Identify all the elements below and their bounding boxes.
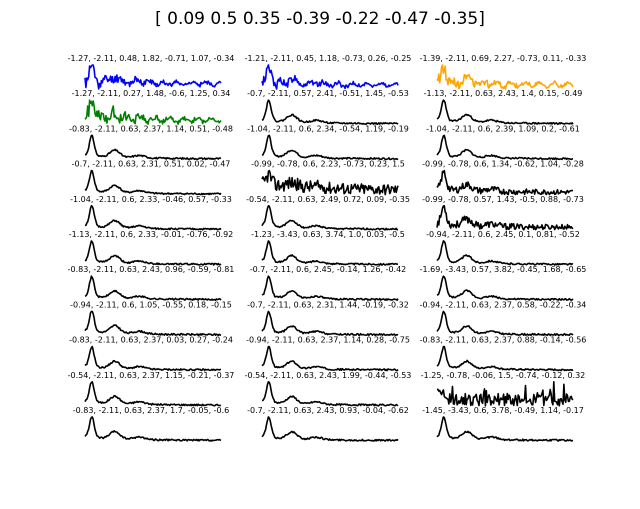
series-line	[436, 99, 574, 125]
series-line	[84, 240, 222, 266]
panel-title: -0.83, -2.11, 0.63, 2.37, 0.88, -0.14, -…	[420, 336, 587, 345]
panel-grid: -1.27, -2.11, 0.48, 1.82, -0.71, 1.07, -…	[68, 54, 587, 442]
panel-title: -0.7, -2.11, 0.63, 2.31, 0.51, 0.02, -0.…	[72, 160, 231, 169]
panel-title: -1.13, -2.11, 0.63, 2.43, 1.4, 0.15, -0.…	[424, 89, 583, 98]
series-line	[436, 240, 574, 266]
series-line	[436, 169, 574, 196]
series-line	[84, 64, 222, 90]
panel-title: -1.04, -2.11, 0.6, 2.33, -0.46, 0.57, -0…	[70, 195, 232, 204]
series-line	[84, 99, 222, 125]
panel-title: -0.99, -0.78, 0.6, 1.34, -0.62, 1.04, -0…	[422, 160, 584, 169]
series-line	[261, 381, 399, 407]
panel-title: -1.04, -2.11, 0.6, 2.39, 1.09, 0.2, -0.6…	[426, 124, 580, 133]
panel-title: -0.7, -2.11, 0.63, 2.31, 1.44, -0.19, -0…	[247, 300, 409, 309]
series-line	[84, 134, 222, 161]
panel-title: -0.94, -2.11, 0.63, 2.37, 0.58, -0.22, -…	[420, 300, 587, 309]
series-line	[261, 64, 399, 90]
series-line	[84, 310, 222, 337]
panel-title: -0.83, -2.11, 0.63, 2.43, 0.96, -0.59, -…	[68, 265, 235, 274]
panel-title: -0.7, -2.11, 0.57, 2.41, -0.51, 1.45, -0…	[247, 89, 409, 98]
panel-title: -1.23, -3.43, 0.63, 3.74, 1.0, 0.03, -0.…	[251, 230, 405, 239]
panel-title: -0.7, -2.11, 0.63, 2.43, 0.93, -0.04, -0…	[247, 406, 409, 415]
series-line	[436, 64, 574, 90]
panel-title: -0.7, -2.11, 0.6, 2.45, -0.14, 1.26, -0.…	[250, 265, 407, 274]
series-line	[84, 169, 222, 196]
panel-title: -1.69, -3.43, 0.57, 3.82, -0.45, 1.68, -…	[420, 265, 587, 274]
series-line	[436, 205, 574, 231]
panel-title: -0.99, -0.78, 0.57, 1.43, -0.5, 0.88, -0…	[422, 195, 584, 204]
panel-title: -0.83, -2.11, 0.63, 2.37, 0.03, 0.27, -0…	[69, 336, 233, 345]
panel-title: -0.83, -2.11, 0.63, 2.37, 1.14, 0.51, -0…	[69, 124, 233, 133]
panel-title: -0.94, -2.11, 0.6, 2.45, 0.1, 0.81, -0.5…	[426, 230, 580, 239]
panel-title: -1.27, -2.11, 0.48, 1.82, -0.71, 1.07, -…	[68, 54, 235, 63]
series-line	[84, 381, 222, 407]
series-line	[84, 416, 222, 442]
panel-title: -0.54, -2.11, 0.63, 2.43, 1.99, -0.44, -…	[245, 371, 412, 380]
panel-title: -0.54, -2.11, 0.63, 2.49, 0.72, 0.09, -0…	[246, 195, 410, 204]
series-line	[261, 205, 399, 231]
panel-title: -1.25, -0.78, -0.06, 1.5, -0.74, -0.12, …	[421, 371, 586, 380]
series-line	[436, 416, 574, 442]
panel-title: -0.94, -2.11, 0.63, 2.37, 1.14, 0.28, -0…	[246, 336, 410, 345]
panel-title: -1.21, -2.11, 0.45, 1.18, -0.73, 0.26, -…	[245, 54, 412, 63]
panel-title: -0.99, -0.78, 0.6, 2.23, -0.73, 0.23, 1.…	[251, 160, 405, 169]
panel-title: -1.27, -2.11, 0.27, 1.48, -0.6, 1.25, 0.…	[72, 89, 231, 98]
panel-title: -0.94, -2.11, 0.6, 1.05, -0.55, 0.18, -0…	[70, 300, 232, 309]
series-line	[261, 416, 399, 442]
panel-title: -1.45, -3.43, 0.6, 3.78, -0.49, 1.14, -0…	[422, 406, 584, 415]
series-line	[261, 99, 399, 125]
series-line	[84, 345, 221, 372]
panel-title: -1.39, -2.11, 0.69, 2.27, -0.73, 0.11, -…	[420, 54, 587, 63]
series-line	[261, 169, 399, 196]
series-line	[84, 205, 222, 231]
figure-suptitle: [ 0.09 0.5 0.35 -0.39 -0.22 -0.47 -0.35]	[155, 9, 485, 29]
series-line	[436, 134, 574, 161]
series-line	[261, 275, 399, 301]
series-line	[436, 345, 574, 372]
series-line	[436, 381, 574, 407]
series-line	[261, 240, 399, 266]
panel-title: -1.04, -2.11, 0.6, 2.34, -0.54, 1.19, -0…	[247, 124, 409, 133]
series-line	[436, 275, 574, 301]
panel-title: -1.13, -2.11, 0.6, 2.33, -0.01, -0.76, -…	[69, 230, 234, 239]
series-line	[84, 275, 222, 301]
series-line	[436, 310, 574, 337]
series-line	[261, 345, 399, 372]
panel-title: -0.83, -2.11, 0.63, 2.37, 1.7, -0.05, -0…	[73, 406, 230, 415]
panel-title: -0.54, -2.11, 0.63, 2.37, 1.15, -0.21, -…	[68, 371, 235, 380]
series-line	[261, 134, 399, 161]
series-line	[261, 310, 399, 337]
